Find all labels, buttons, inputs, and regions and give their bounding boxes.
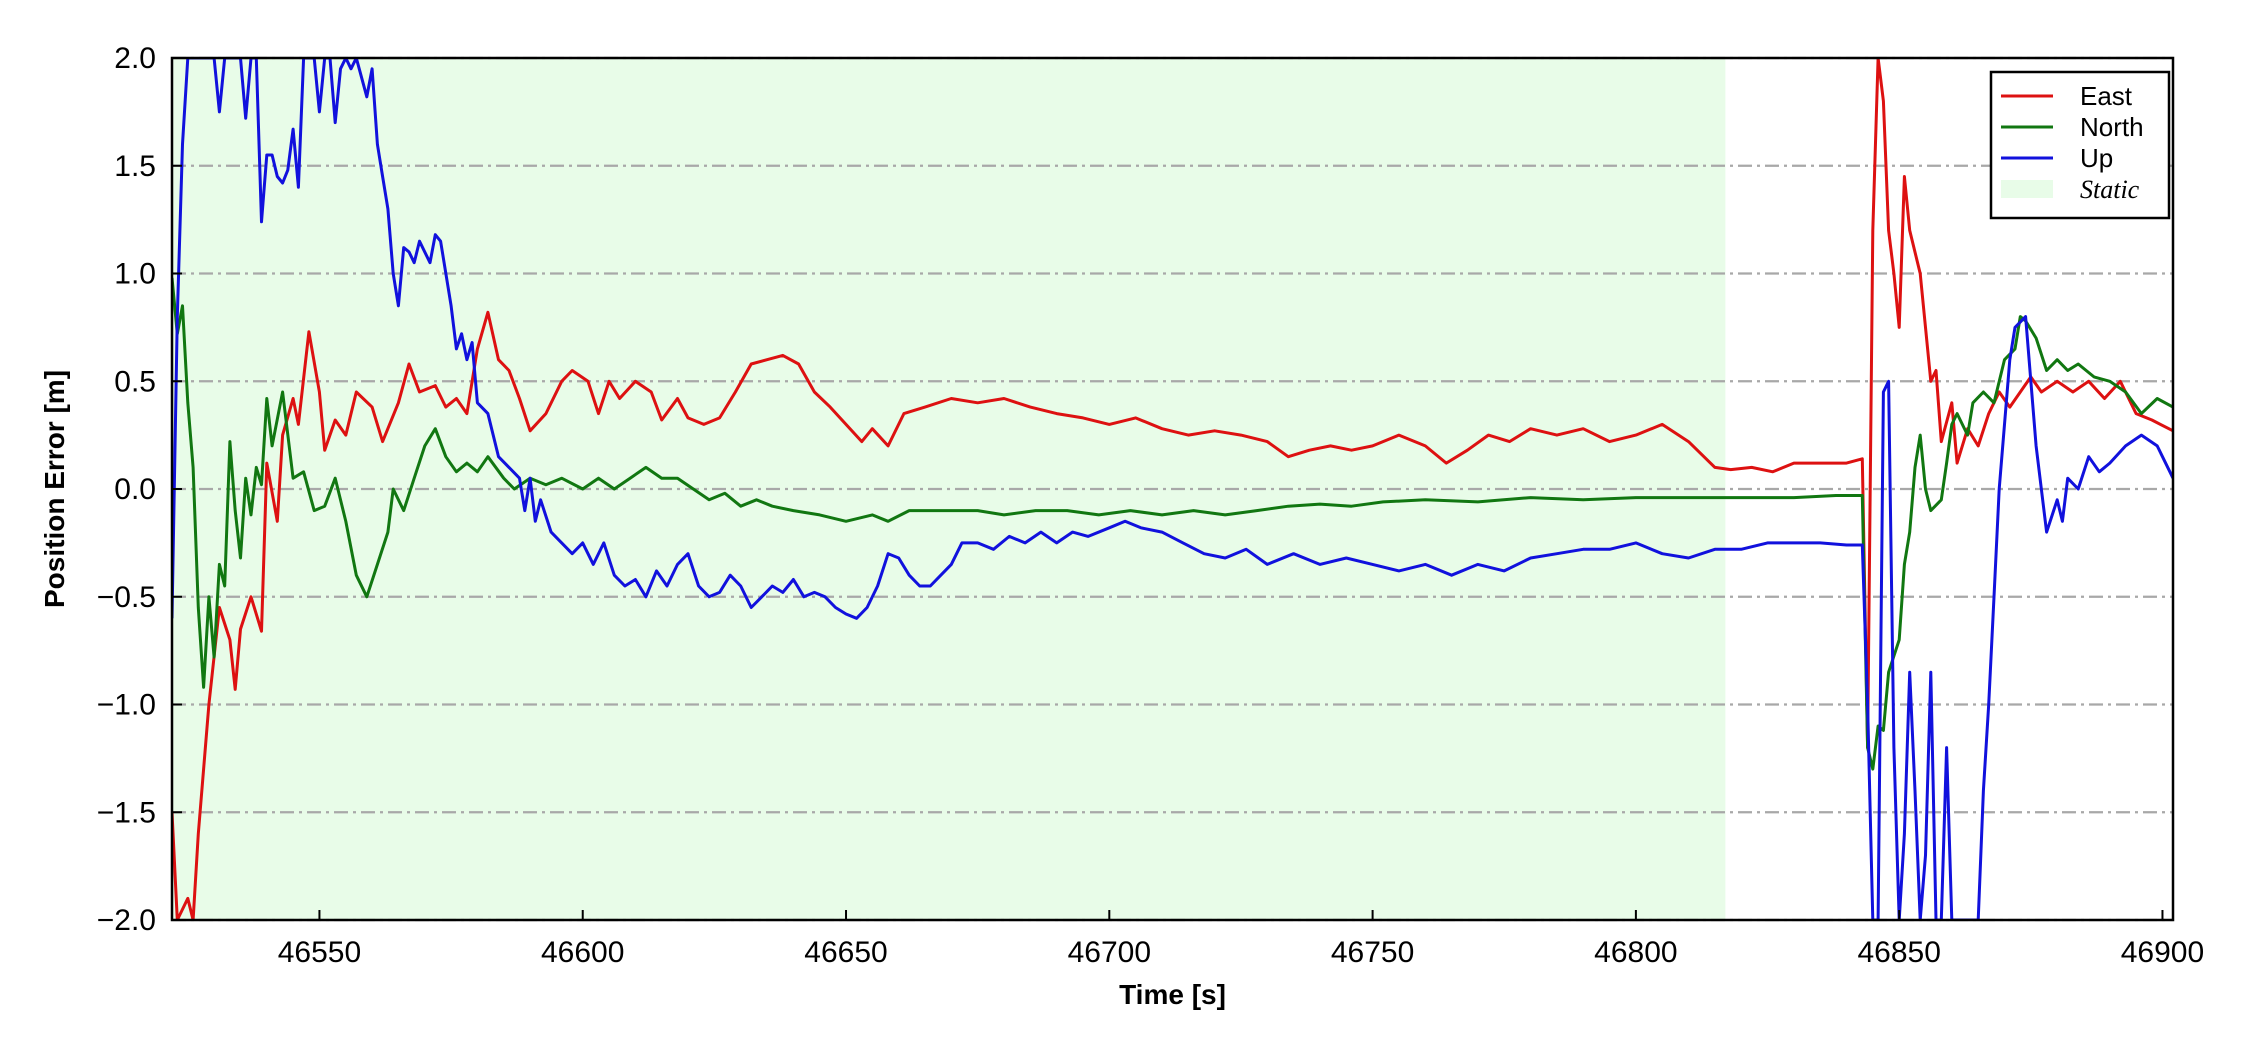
y-tick-label: 0.0 (114, 473, 156, 506)
x-tick-label: 46800 (1594, 936, 1677, 969)
y-tick-label: 2.0 (114, 42, 156, 75)
y-tick-label: 1.5 (114, 150, 156, 183)
x-tick-label: 46750 (1331, 936, 1414, 969)
x-tick-label: 46600 (541, 936, 624, 969)
series-line-north (172, 277, 2173, 771)
legend-label-east: East (2080, 81, 2133, 111)
y-tick-label: 0.5 (114, 365, 156, 398)
y-tick-label: −1.0 (97, 689, 156, 722)
x-tick-label: 46900 (2121, 936, 2204, 969)
series-line-east (172, 58, 2173, 920)
x-axis-title: Time [s] (1119, 979, 1226, 1010)
x-tick-label: 46700 (1068, 936, 1151, 969)
x-tick-label: 46850 (1857, 936, 1940, 969)
legend-label-static: Static (2080, 175, 2140, 204)
y-axis: −2.0 −1.5 −1.0 −0.5 0.0 0.5 1.0 1.5 2.0 (97, 42, 182, 937)
y-tick-label: −0.5 (97, 581, 156, 614)
x-tick-label: 46550 (278, 936, 361, 969)
legend-swatch-static (2001, 180, 2053, 198)
y-tick-label: −2.0 (97, 904, 156, 937)
legend-label-north: North (2080, 112, 2144, 142)
x-axis: 46550 46600 46650 46700 46750 46800 46850 46900 (278, 910, 2204, 969)
y-tick-label: 1.0 (114, 258, 156, 291)
series-line-up (172, 58, 2173, 920)
legend-label-up: Up (2080, 143, 2113, 173)
series-layer (172, 58, 2173, 920)
x-tick-label: 46650 (804, 936, 887, 969)
y-tick-label: −1.5 (97, 796, 156, 829)
plot-area (170, 56, 2175, 922)
grid-layer (172, 56, 2173, 922)
y-axis-title: Position Error [m] (39, 370, 70, 608)
